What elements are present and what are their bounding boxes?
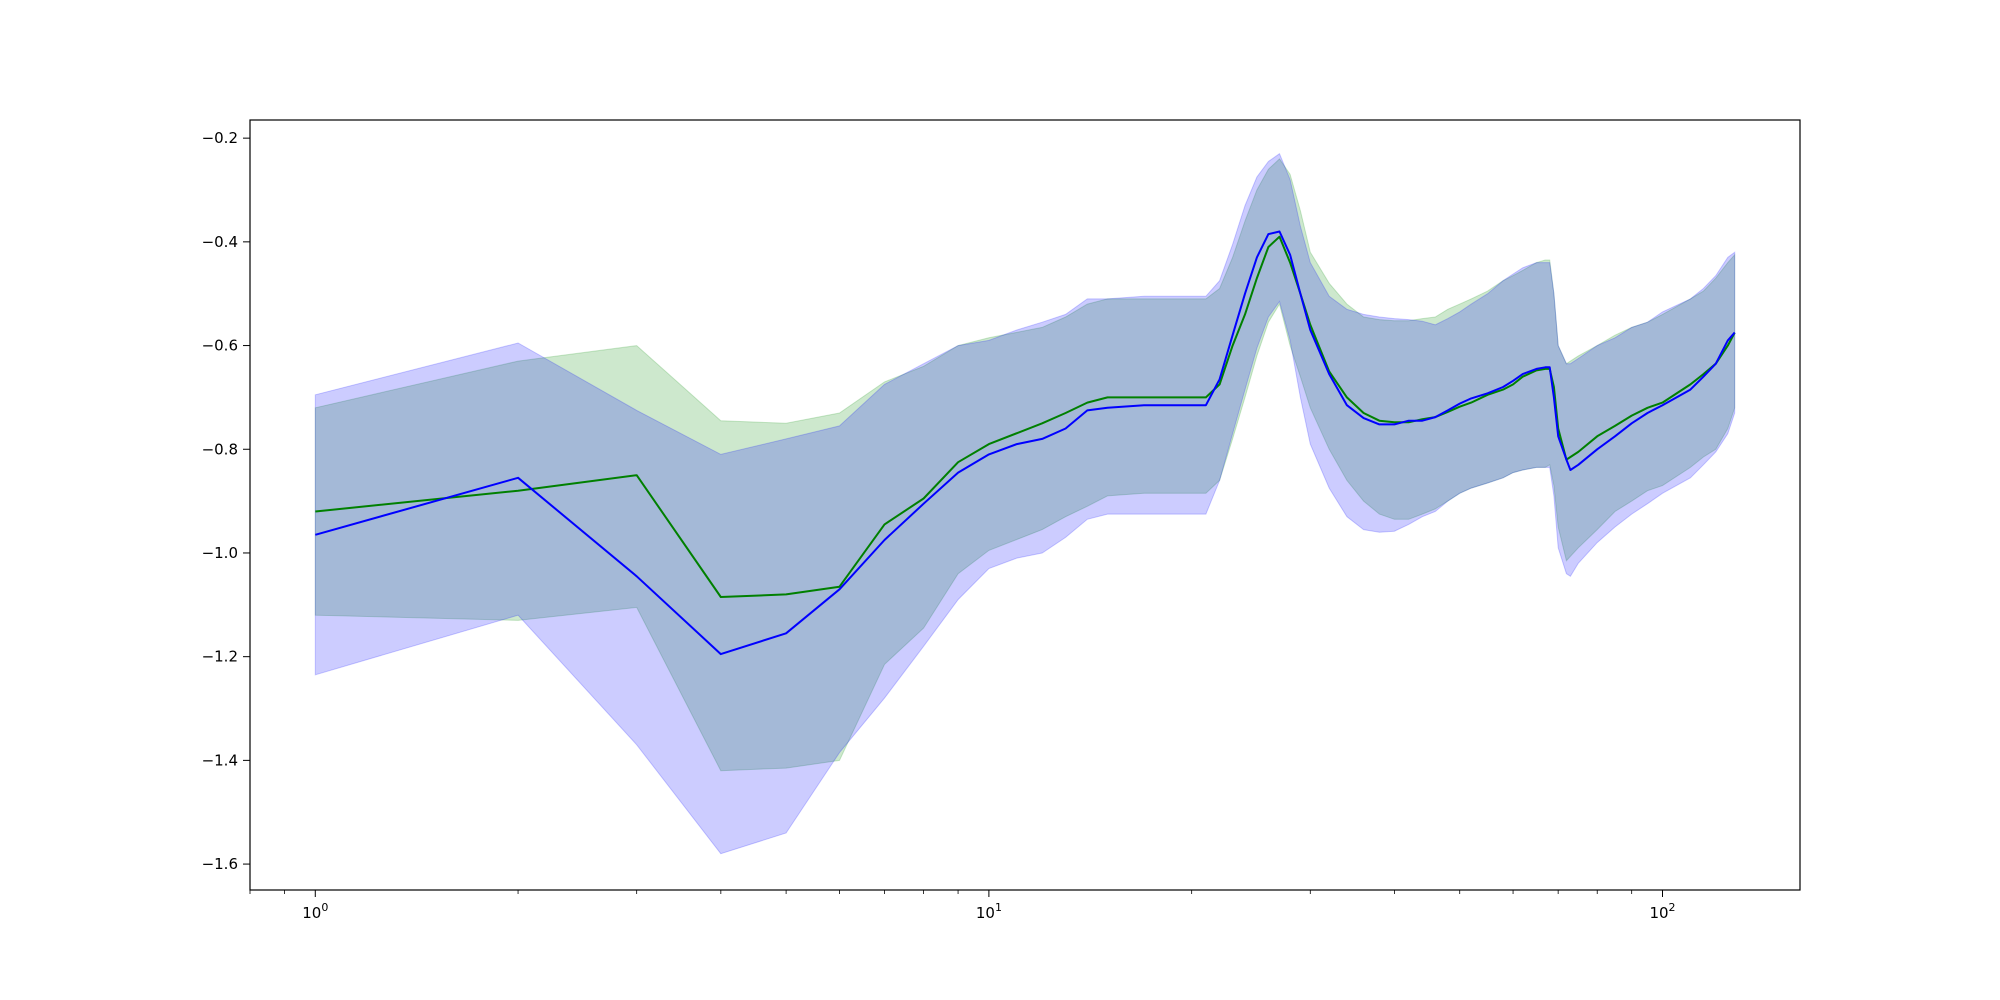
plot-frame [249,119,1801,891]
y-tick-label: −0.2 [202,129,238,147]
series-2-band [314,152,1736,855]
series-2-line [315,230,1736,656]
series-1-band [314,158,1736,772]
y-tick-label: −1.0 [202,544,238,562]
x-tick-label: 101 [976,901,1002,922]
y-tick-label: −1.4 [202,751,238,769]
x-tick-label: 102 [1649,901,1675,922]
y-tick-label: −0.4 [202,233,238,251]
y-axis: −0.2 −0.4 −0.6 −0.8 −1.0 −1.2 −1.4 −1.6 [202,129,250,873]
confidence-bands [314,152,1736,855]
y-tick-label: −0.6 [202,337,238,355]
y-tick-label: −1.2 [202,648,238,666]
series-1-line [315,235,1736,598]
y-tick-label: −1.6 [202,855,238,873]
series-lines [315,230,1736,656]
y-tick-label: −0.8 [202,440,238,458]
x-axis: 100 101 102 [249,890,1676,922]
x-tick-label: 100 [302,901,328,922]
